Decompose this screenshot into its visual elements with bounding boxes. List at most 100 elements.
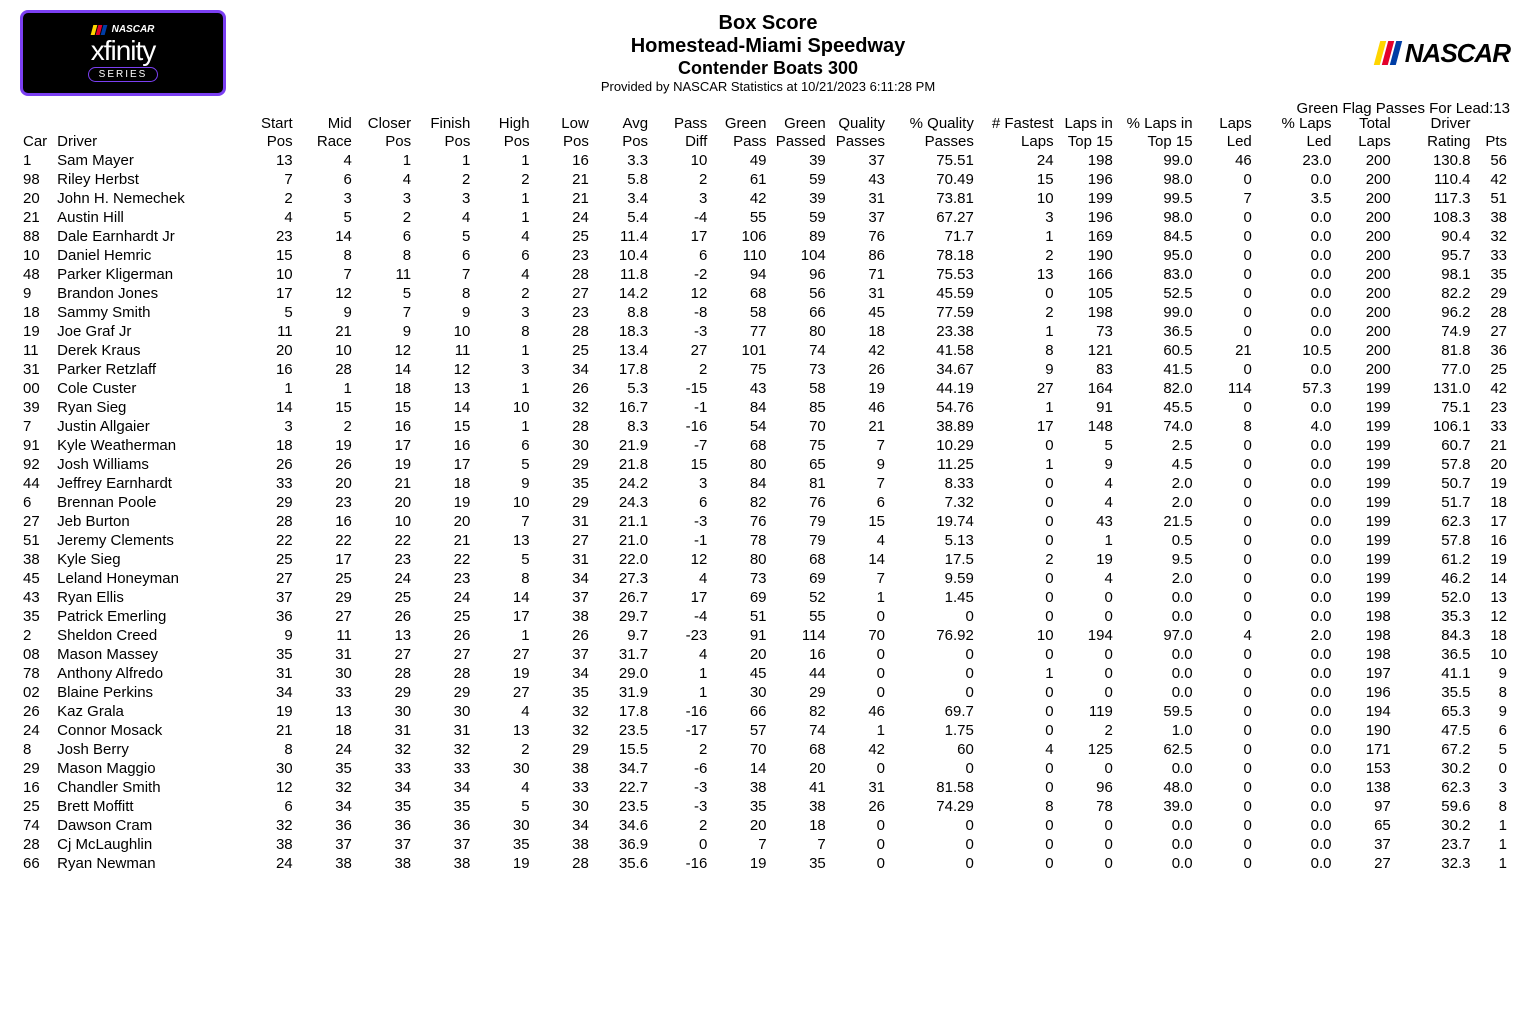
stat-cell: 1 (1057, 531, 1116, 550)
stat-cell: 29 (1473, 284, 1510, 303)
stat-cell: 71 (829, 265, 888, 284)
stat-cell: 25 (296, 569, 355, 588)
stat-cell: 6 (473, 436, 532, 455)
table-row: 48Parker Kligerman10711742811.8-29496717… (20, 265, 1510, 284)
stat-cell: 78 (710, 531, 769, 550)
stat-cell: 198 (1057, 303, 1116, 322)
stat-cell: 81.58 (888, 778, 977, 797)
stat-cell: 0 (829, 816, 888, 835)
stat-cell: 114 (1196, 379, 1255, 398)
driver-name: Parker Retzlaff (54, 360, 236, 379)
stat-cell: 38 (710, 778, 769, 797)
stat-cell: 0 (829, 854, 888, 873)
stat-cell: 0.0 (1255, 645, 1335, 664)
car-number: 38 (20, 550, 54, 569)
stat-cell: 19 (473, 854, 532, 873)
stat-cell: 25 (236, 550, 295, 569)
car-number: 98 (20, 170, 54, 189)
stat-cell: 41.58 (888, 341, 977, 360)
stat-cell: 69.7 (888, 702, 977, 721)
stat-cell: 54 (710, 417, 769, 436)
stat-cell: 0 (1196, 531, 1255, 550)
stat-cell: 27 (1335, 854, 1394, 873)
stat-cell: 5 (473, 797, 532, 816)
stat-cell: 0.0 (1116, 835, 1196, 854)
stat-cell: 5 (1057, 436, 1116, 455)
stat-cell: 21.0 (592, 531, 651, 550)
stat-cell: 74.29 (888, 797, 977, 816)
stat-cell: 35.3 (1394, 607, 1474, 626)
stat-cell: 19 (1473, 550, 1510, 569)
stat-cell: 82 (710, 493, 769, 512)
stat-cell: 96 (1057, 778, 1116, 797)
stat-cell: 35 (473, 835, 532, 854)
stat-cell: 59 (770, 208, 829, 227)
stat-cell: 108.3 (1394, 208, 1474, 227)
stat-cell: 29 (296, 588, 355, 607)
stat-cell: 34 (533, 664, 592, 683)
stat-cell: 23 (533, 303, 592, 322)
stat-cell: 30 (533, 436, 592, 455)
stat-cell: 0.0 (1255, 759, 1335, 778)
stat-cell: 44 (770, 664, 829, 683)
stat-cell: 41.1 (1394, 664, 1474, 683)
col-header-top: Total (1335, 115, 1394, 133)
stat-cell: 0 (1196, 683, 1255, 702)
col-header-bottom: Top 15 (1057, 133, 1116, 151)
stat-cell: 31.7 (592, 645, 651, 664)
stat-cell: 22 (355, 531, 414, 550)
stat-cell: 32 (533, 721, 592, 740)
stat-cell: 0.0 (1255, 778, 1335, 797)
stat-cell: 1 (977, 664, 1057, 683)
stat-cell: 61.2 (1394, 550, 1474, 569)
stat-cell: 23 (533, 246, 592, 265)
stat-cell: 1 (977, 455, 1057, 474)
stat-cell: 8 (977, 797, 1057, 816)
table-row: 20John H. Nemechek23331213.4342393173.81… (20, 189, 1510, 208)
stat-cell: 12 (414, 360, 473, 379)
stat-cell: 0 (829, 759, 888, 778)
stat-cell: 83 (1057, 360, 1116, 379)
stat-cell: 55 (770, 607, 829, 626)
stat-cell: 28 (414, 664, 473, 683)
stat-cell: 0 (829, 607, 888, 626)
stat-cell: 0.0 (1255, 797, 1335, 816)
stat-cell: 36 (414, 816, 473, 835)
stat-cell: 1 (473, 208, 532, 227)
stat-cell: 34.7 (592, 759, 651, 778)
car-number: 35 (20, 607, 54, 626)
stat-cell: 39 (770, 151, 829, 170)
stat-cell: 79 (770, 531, 829, 550)
stat-cell: 42 (829, 341, 888, 360)
col-header-top: Green (710, 115, 769, 133)
stat-cell: 79 (770, 512, 829, 531)
stat-cell: 41 (770, 778, 829, 797)
stat-cell: 14 (473, 588, 532, 607)
stat-cell: 27 (977, 379, 1057, 398)
stat-cell: 0 (888, 759, 977, 778)
stat-cell: 3 (355, 189, 414, 208)
stat-cell: 68 (710, 436, 769, 455)
stat-cell: 16 (236, 360, 295, 379)
driver-name: Cj McLaughlin (54, 835, 236, 854)
stat-cell: 19 (355, 455, 414, 474)
logo-left-top-text: NASCAR (112, 24, 155, 35)
stat-cell: 17 (651, 588, 710, 607)
stat-cell: 0 (1196, 455, 1255, 474)
stat-cell: 3 (236, 417, 295, 436)
stat-cell: 31 (355, 721, 414, 740)
stat-cell: 5.13 (888, 531, 977, 550)
stat-cell: 110 (710, 246, 769, 265)
stat-cell: 20 (355, 493, 414, 512)
stat-cell: 20 (710, 816, 769, 835)
stat-cell: 18 (355, 379, 414, 398)
driver-name: Ryan Ellis (54, 588, 236, 607)
stat-cell: 18 (770, 816, 829, 835)
stat-cell: 8 (296, 246, 355, 265)
stat-cell: 25 (1473, 360, 1510, 379)
table-row: 28Cj McLaughlin38373737353836.907700000.… (20, 835, 1510, 854)
stat-cell: 21 (414, 531, 473, 550)
car-number: 08 (20, 645, 54, 664)
stat-cell: 2 (1057, 721, 1116, 740)
stat-cell: 200 (1335, 341, 1394, 360)
